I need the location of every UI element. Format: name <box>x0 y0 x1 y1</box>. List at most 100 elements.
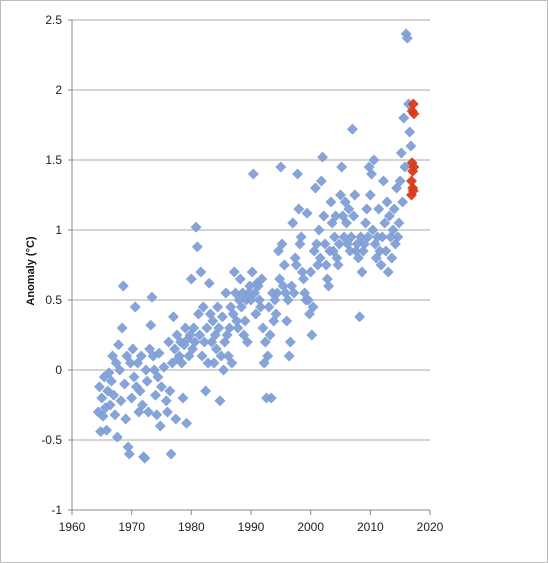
y-tick-label: 1.5 <box>45 153 62 167</box>
data-point <box>368 154 380 166</box>
data-point <box>217 364 230 376</box>
data-point <box>109 409 121 421</box>
data-point <box>352 252 364 264</box>
data-point <box>186 343 199 355</box>
data-points <box>92 28 420 464</box>
data-point <box>207 315 219 327</box>
data-point <box>302 294 314 306</box>
data-point <box>177 392 189 404</box>
data-point <box>216 311 228 323</box>
data-point <box>348 210 360 222</box>
data-point <box>163 336 175 348</box>
data-point <box>399 161 411 173</box>
data-point <box>232 322 244 334</box>
data-point <box>288 287 300 299</box>
data-point <box>307 301 319 313</box>
data-point <box>97 410 109 422</box>
data-point <box>223 322 236 334</box>
data-point <box>108 389 120 401</box>
data-point <box>228 266 240 278</box>
data-point <box>112 339 125 351</box>
data-point <box>308 245 320 257</box>
data-point <box>149 389 162 401</box>
data-point <box>214 395 226 407</box>
data-point <box>294 238 306 250</box>
data-point <box>145 319 157 331</box>
data-point <box>276 238 288 250</box>
data-point <box>360 217 372 229</box>
data-point <box>111 431 123 443</box>
data-point <box>179 322 191 334</box>
data-point <box>116 322 128 334</box>
axes <box>68 19 431 515</box>
data-point <box>401 32 413 44</box>
data-point <box>270 308 282 320</box>
data-point <box>210 343 222 355</box>
data-point <box>152 371 164 383</box>
data-point <box>297 273 310 285</box>
data-point <box>197 301 209 313</box>
data-point <box>219 336 231 348</box>
highlight-data-point <box>407 185 419 197</box>
data-point <box>213 322 225 334</box>
highlight-data-point <box>408 161 420 173</box>
data-point <box>367 224 379 236</box>
data-point <box>127 343 139 355</box>
data-point <box>254 301 267 313</box>
data-point <box>118 378 131 390</box>
data-point <box>317 151 329 163</box>
data-point <box>282 294 294 306</box>
data-point <box>392 231 404 243</box>
data-point <box>203 277 215 289</box>
data-point <box>188 322 200 334</box>
data-point <box>284 336 296 348</box>
data-point <box>319 238 331 250</box>
data-point <box>396 196 409 208</box>
data-point <box>356 266 368 278</box>
data-point <box>404 126 416 138</box>
data-point <box>208 357 220 369</box>
data-point <box>369 238 381 250</box>
data-point <box>259 336 271 348</box>
data-point <box>387 224 399 236</box>
data-point <box>146 291 158 303</box>
data-point <box>93 381 106 393</box>
data-point <box>154 420 166 432</box>
data-point <box>333 238 345 250</box>
data-point <box>165 448 177 460</box>
data-point <box>290 259 302 271</box>
data-point <box>139 452 151 464</box>
data-point <box>376 231 388 243</box>
data-point <box>135 350 147 362</box>
data-point <box>234 273 246 285</box>
data-point <box>311 238 323 250</box>
data-point <box>201 322 213 334</box>
data-point <box>393 217 405 229</box>
data-point <box>361 203 373 215</box>
data-point <box>346 123 358 135</box>
data-point <box>196 350 208 362</box>
data-point <box>160 395 172 407</box>
data-point <box>161 406 174 418</box>
data-point <box>380 245 392 257</box>
tick-labels: -1 -0.5 0 0.5 1 1.5 2 2.5 1960 1970 1980 1990 2000 20… <box>41 13 443 534</box>
data-point <box>340 217 353 229</box>
data-point <box>357 245 369 257</box>
data-point <box>271 287 283 299</box>
data-point <box>398 112 410 124</box>
data-point <box>105 375 117 387</box>
x-tick-label: 1960 <box>59 520 86 534</box>
x-tick-label: 2000 <box>297 520 324 534</box>
data-point <box>314 252 326 264</box>
y-axis-label: Anomaly (°C) <box>25 236 37 306</box>
data-point <box>126 392 138 404</box>
data-point <box>328 231 341 243</box>
data-point <box>275 161 287 173</box>
data-point <box>301 207 313 219</box>
data-point <box>195 266 207 278</box>
data-point <box>181 417 193 429</box>
data-point <box>365 168 378 180</box>
data-point <box>123 448 135 460</box>
data-point <box>309 182 321 194</box>
